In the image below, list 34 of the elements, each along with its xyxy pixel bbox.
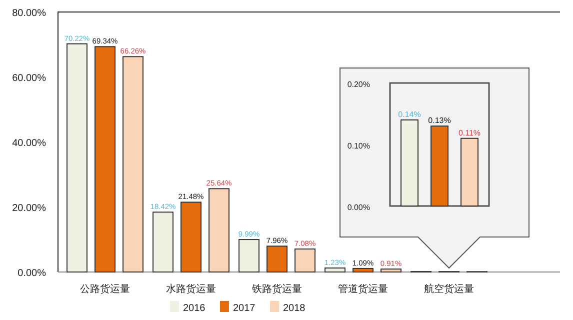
data-label: 0.14%	[398, 110, 421, 119]
legend-label: 2017	[233, 303, 256, 314]
bar	[324, 268, 346, 272]
bar	[430, 126, 448, 206]
bar	[122, 56, 144, 272]
bar	[66, 43, 88, 272]
bar	[94, 46, 116, 272]
x-tick-label: 管道货运量	[338, 283, 388, 295]
x-tick-label: 铁路货运量	[251, 283, 302, 295]
bar	[266, 246, 288, 272]
data-label: 0.13%	[428, 116, 451, 126]
y-tick-label: 0.00%	[347, 203, 370, 212]
bar	[460, 138, 478, 206]
y-tick-label: 60.00%	[12, 73, 46, 84]
bar	[352, 268, 374, 272]
y-tick-label: 0.10%	[347, 142, 370, 150]
bar	[400, 119, 418, 206]
y-tick-label: 80.00%	[12, 8, 46, 19]
x-tick-label: 航空货运量	[424, 283, 474, 295]
y-tick-label: 0.00%	[18, 268, 46, 279]
bar	[238, 239, 260, 272]
bar	[152, 212, 174, 272]
x-tick-label: 公路货运量	[80, 283, 130, 295]
bar	[208, 188, 230, 272]
y-tick-label: 0.20%	[347, 80, 370, 89]
bar	[380, 268, 402, 272]
data-label: 0.11%	[458, 128, 481, 138]
y-tick-label: 40.00%	[12, 138, 46, 149]
legend-label: 2016	[183, 303, 206, 314]
x-tick-label: 水路货运量	[166, 283, 216, 295]
y-tick-label: 20.00%	[12, 203, 46, 214]
bar	[180, 202, 202, 272]
legend-label: 2018	[283, 303, 306, 314]
bar	[294, 248, 316, 272]
